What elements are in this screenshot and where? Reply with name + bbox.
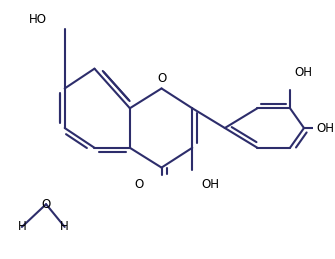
Text: H: H (60, 220, 69, 233)
Text: OH: OH (295, 66, 313, 79)
Text: O: O (42, 198, 51, 211)
Text: OH: OH (316, 121, 334, 134)
Text: H: H (17, 220, 26, 233)
Text: OH: OH (202, 178, 219, 191)
Text: O: O (157, 72, 166, 85)
Text: HO: HO (29, 13, 47, 26)
Text: O: O (135, 178, 144, 191)
